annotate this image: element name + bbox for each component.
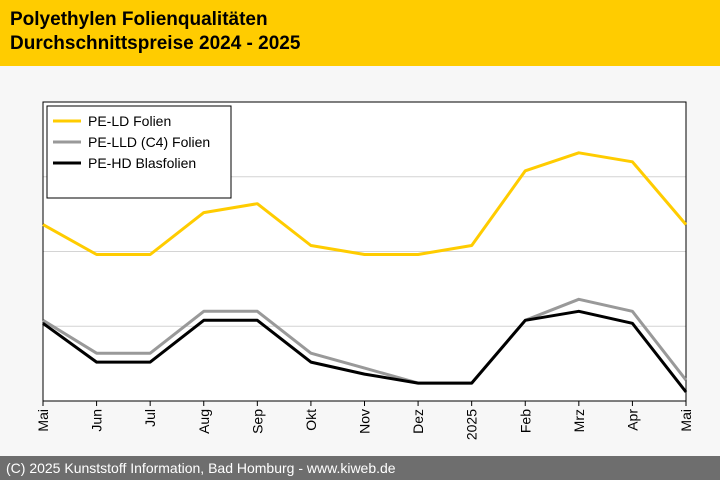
copyright-text: (C) 2025 Kunststoff Information, Bad Hom… — [6, 460, 396, 476]
x-tick-label: Nov — [357, 409, 373, 434]
header-bar: Polyethylen Folienqualitäten Durchschnit… — [0, 0, 720, 66]
x-tick-label: Jul — [142, 409, 158, 427]
legend-label: PE-LD Folien — [88, 113, 171, 129]
chart-title: Polyethylen Folienqualitäten — [10, 9, 268, 30]
line-chart: Mai Jun Jul Aug Sep Okt Nov Dez 2025 Feb Mrz Apr Mai… — [35, 101, 694, 440]
x-tick-label: Okt — [303, 409, 319, 431]
footer-bar: (C) 2025 Kunststoff Information, Bad Hom… — [0, 456, 720, 480]
legend-label: PE-LLD (C4) Folien — [88, 134, 210, 150]
x-tick-label: Sep — [249, 409, 265, 434]
legend-label: PE-HD Blasfolien — [88, 155, 196, 171]
x-tick-label: Mai — [35, 409, 51, 432]
x-tick-label: Aug — [196, 409, 212, 434]
x-tick-label: 2025 — [464, 409, 480, 440]
x-tick-label: Feb — [517, 409, 533, 433]
x-tick-label: Mai — [678, 409, 694, 432]
series-line-0 — [42, 151, 688, 256]
series-line-1 — [42, 297, 688, 385]
x-tick-label: Dez — [410, 409, 426, 434]
x-tick-label: Apr — [624, 409, 640, 431]
x-tick-label: Jun — [89, 409, 105, 432]
series-line-2 — [42, 309, 688, 393]
x-tick-label: Mrz — [571, 409, 587, 432]
chart-subtitle: Durchschnittspreise 2024 - 2025 — [10, 33, 301, 54]
